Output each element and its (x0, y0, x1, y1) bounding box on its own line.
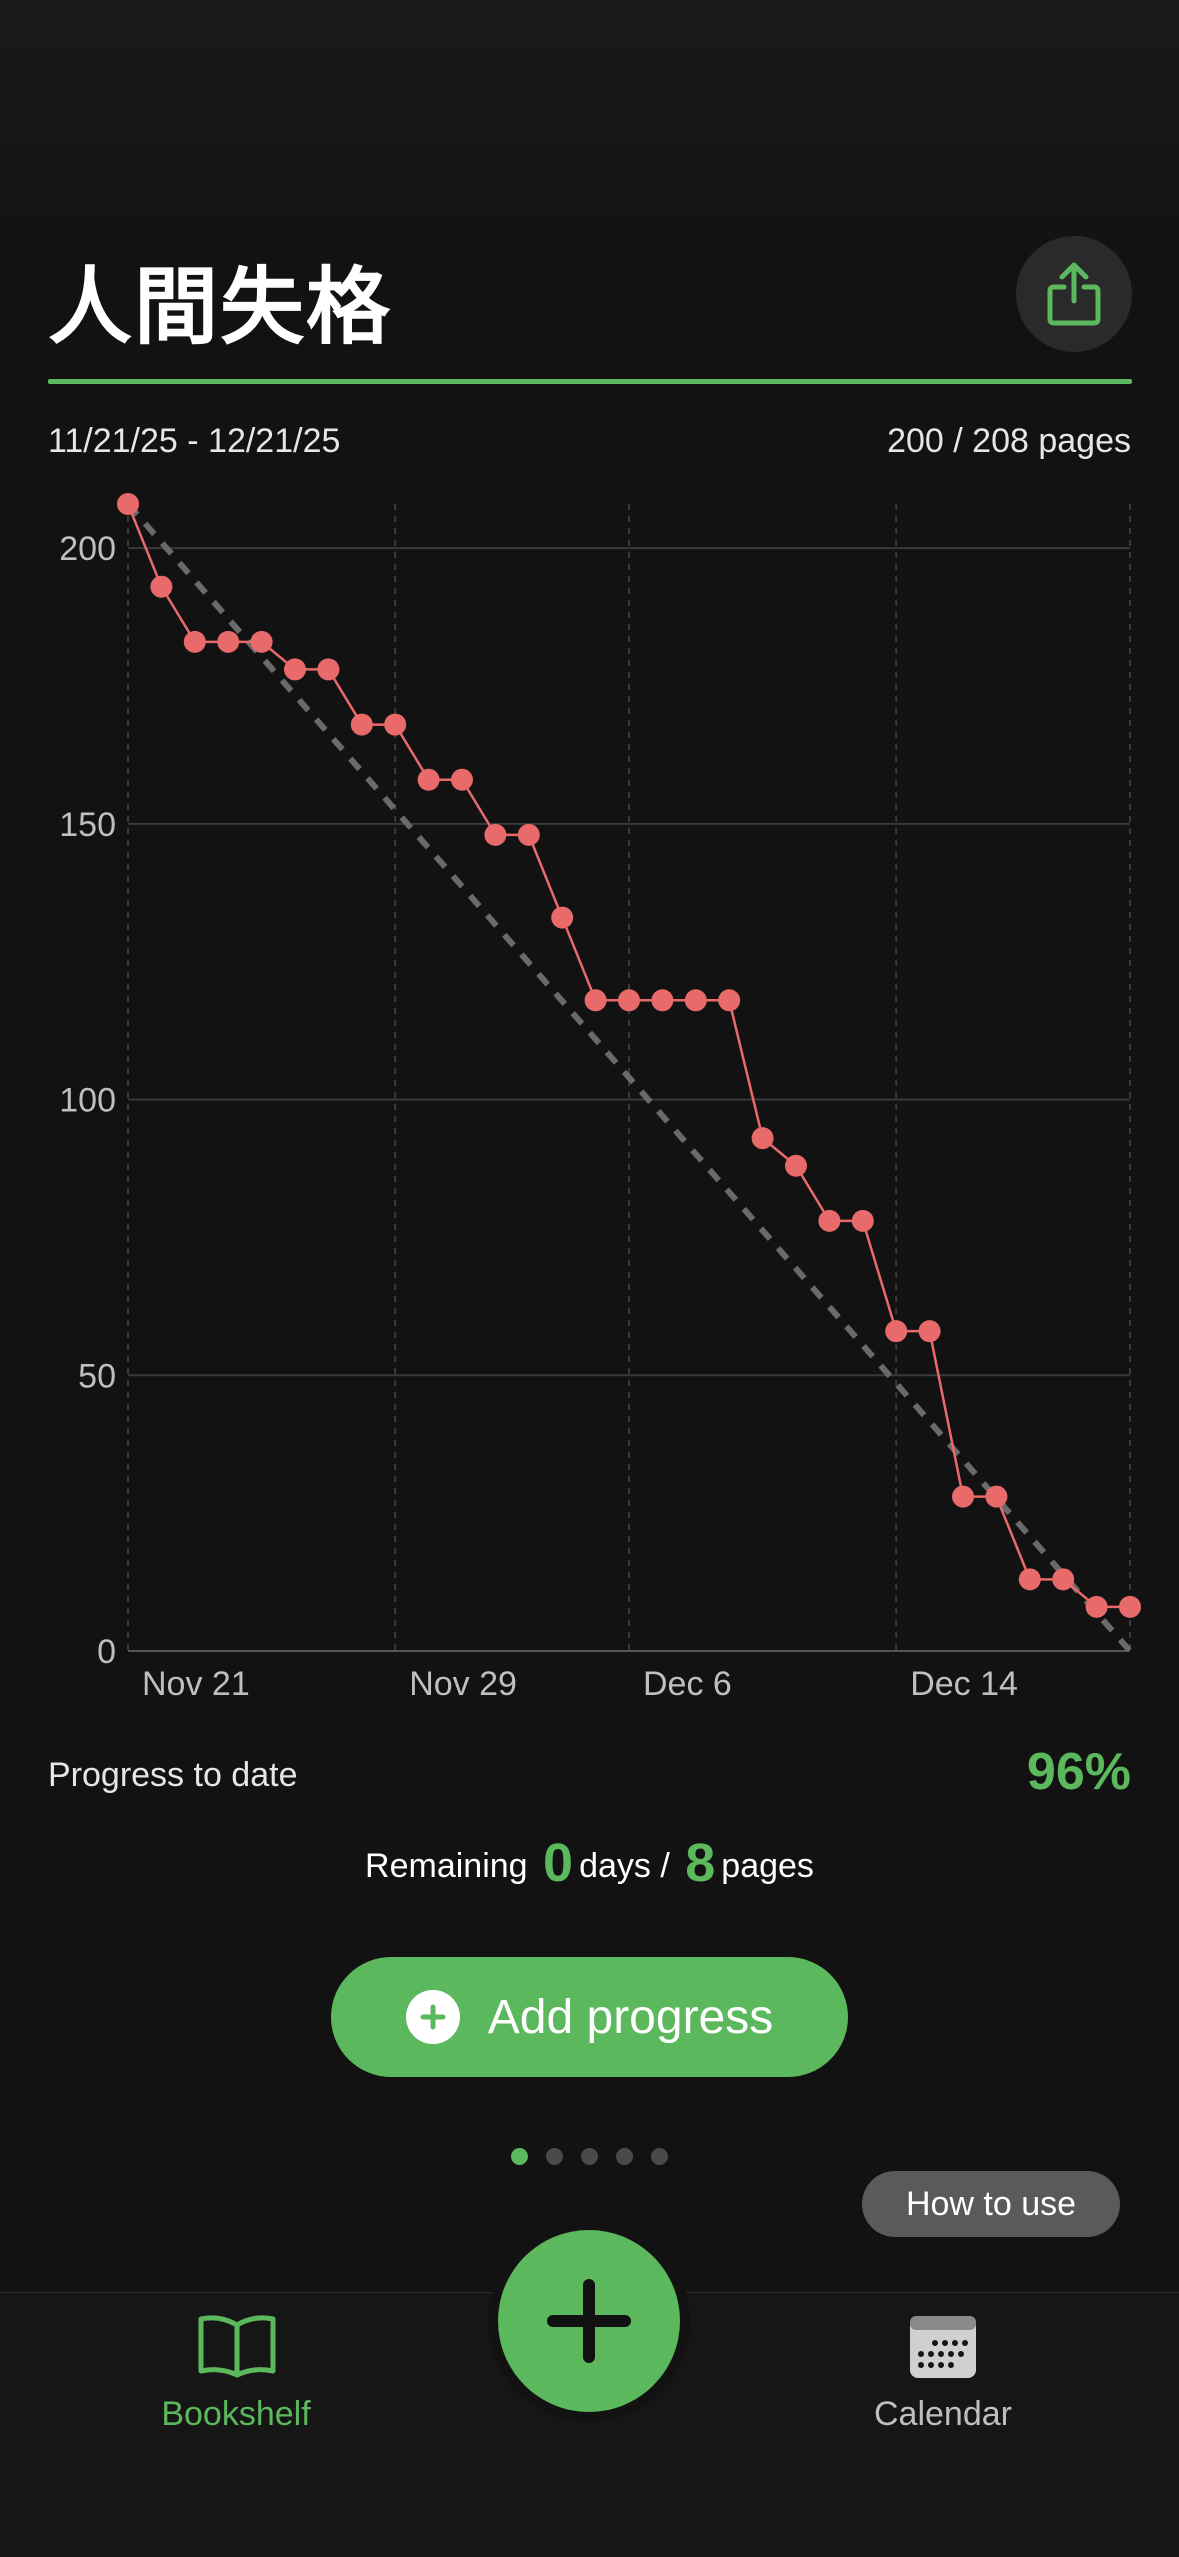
days-label: days / (579, 1847, 670, 1885)
burndown-chart: 0 50 100 150 200 Nov 21 Nov 29 Dec 6 Dec 14 (59, 493, 1141, 1703)
tab-bar: Bookshelf Calendar (0, 2292, 1179, 2557)
data-point (1052, 1568, 1075, 1591)
add-circle-icon (405, 1990, 460, 2044)
plus-icon (547, 2279, 631, 2363)
data-point (484, 823, 507, 846)
x-tick-label: Nov 29 (409, 1665, 517, 1703)
data-point (451, 768, 473, 791)
x-tick-label: Nov 21 (142, 1665, 250, 1703)
data-point (117, 493, 139, 515)
page-dot[interactable] (511, 2148, 528, 2165)
y-tick-label: 50 (78, 1357, 116, 1395)
data-point (985, 1485, 1008, 1508)
data-point (150, 575, 173, 598)
tab-bookshelf-label: Bookshelf (161, 2395, 311, 2433)
pages-progress: 200 / 208 pages (887, 422, 1131, 460)
page-dot[interactable] (616, 2148, 633, 2165)
y-tick-label: 150 (59, 806, 116, 844)
data-point (250, 630, 273, 653)
share-button[interactable] (1016, 236, 1132, 352)
add-progress-label: Add progress (487, 1990, 774, 2044)
data-point (317, 658, 340, 681)
data-point (384, 713, 407, 736)
title-underline (48, 379, 1132, 384)
page-dot[interactable] (546, 2148, 563, 2165)
data-point (284, 658, 306, 681)
y-tick-label: 200 (59, 530, 116, 568)
data-point (684, 989, 707, 1012)
remaining-pages: 8 (685, 1833, 716, 1893)
top-background (0, 0, 1179, 260)
y-tick-label: 0 (97, 1633, 116, 1671)
how-to-use-button[interactable]: How to use (862, 2171, 1120, 2237)
data-point (551, 906, 574, 929)
tab-calendar-label: Calendar (874, 2395, 1012, 2433)
data-point (918, 1320, 941, 1343)
x-tick-label: Dec 6 (643, 1665, 732, 1703)
data-point (1085, 1595, 1108, 1618)
data-point (718, 989, 741, 1012)
data-point (1119, 1595, 1141, 1618)
data-point (785, 1154, 807, 1177)
data-point (618, 989, 640, 1012)
data-point (751, 1127, 774, 1150)
data-point (885, 1320, 908, 1343)
add-progress-button[interactable]: Add progress (331, 1957, 848, 2077)
progress-percent: 96% (1026, 1743, 1131, 1801)
data-point (952, 1485, 974, 1508)
data-point (1018, 1568, 1041, 1591)
progress-label: Progress to date (48, 1756, 298, 1794)
data-point (350, 713, 373, 736)
book-icon (198, 2315, 276, 2378)
calendar-icon (910, 2316, 976, 2378)
ideal-pace-line (125, 502, 1133, 1653)
x-tick-label: Dec 14 (910, 1665, 1018, 1703)
data-point (851, 1209, 874, 1232)
page-dot[interactable] (651, 2148, 668, 2165)
data-point (584, 989, 607, 1012)
page-dot[interactable] (581, 2148, 598, 2165)
page-title: 人間失格 (48, 258, 393, 356)
data-point (818, 1209, 841, 1232)
date-range: 11/21/25 - 12/21/25 (48, 422, 341, 460)
data-point (517, 823, 540, 846)
remaining-label: Remaining (365, 1847, 528, 1885)
data-point (417, 768, 440, 791)
add-fab-button[interactable] (498, 2230, 680, 2412)
remaining-days: 0 (543, 1833, 574, 1893)
y-tick-label: 100 (59, 1082, 116, 1120)
pages-label: pages (721, 1847, 814, 1885)
data-point (217, 630, 240, 653)
share-icon (1047, 262, 1101, 326)
remaining-summary: Remaining 0 days / 8 pages (0, 1832, 1179, 1894)
data-point (183, 630, 206, 653)
data-point (651, 989, 674, 1012)
page-indicator[interactable] (0, 2148, 1179, 2165)
